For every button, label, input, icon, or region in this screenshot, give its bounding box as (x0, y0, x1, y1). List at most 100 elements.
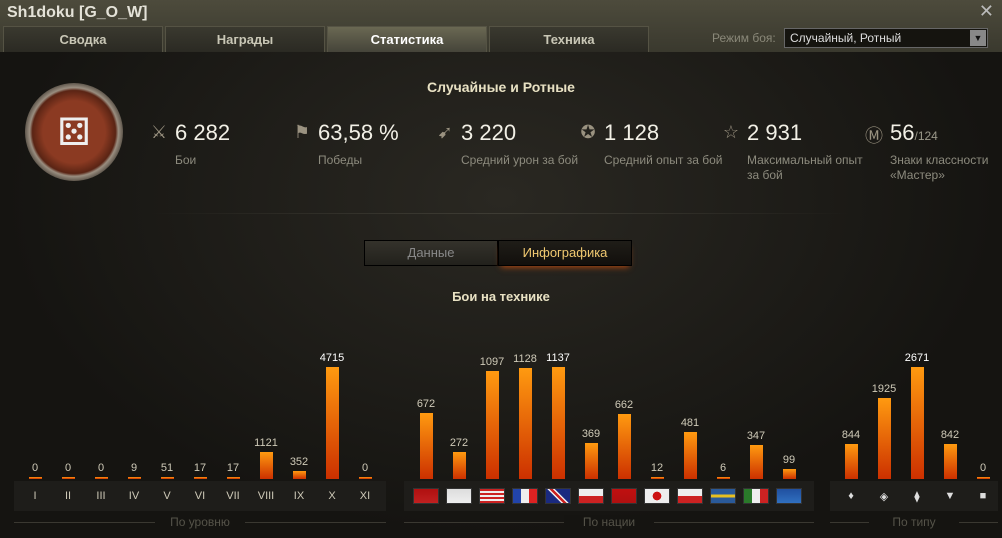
flag-icon-Польша (677, 488, 703, 504)
bar-Польша[interactable] (684, 432, 697, 479)
bar-III[interactable] (95, 477, 108, 479)
bar-СССР[interactable] (420, 413, 433, 479)
chart-title: Бои на технике (452, 289, 550, 304)
spg-icon: ■ (979, 490, 987, 502)
crossed-swords-icon: ⚔ (150, 122, 168, 142)
statistics-panel (0, 52, 1002, 538)
bar-Япония[interactable] (651, 477, 664, 479)
bar-heavy-tank-icon[interactable] (911, 367, 924, 479)
shell-icon: ➹ (437, 122, 453, 142)
stat-value: 63,58 % (318, 120, 399, 146)
data-label: 347 (746, 430, 766, 442)
data-label: 672 (416, 398, 436, 410)
group-label: По нации (564, 515, 654, 529)
data-label: 1128 (513, 353, 537, 365)
stat-label: Средний урон за бой (461, 153, 579, 167)
light-tank-icon: ♦ (848, 490, 854, 502)
infographic-view-button[interactable]: Инфографика (498, 240, 632, 266)
flag-icon-Швеция (710, 488, 736, 504)
tier-tick-label: X (328, 490, 336, 502)
dice-emblem-icon: ⚄ (25, 83, 123, 181)
bar-IX[interactable] (293, 471, 306, 479)
stat-label: Победы (318, 153, 363, 167)
data-label: 1097 (479, 356, 505, 368)
stat-number: 63,58 % (318, 120, 399, 145)
stat-suffix: /124 (914, 129, 938, 143)
bar-II[interactable] (62, 477, 75, 479)
flag-icon: ⚑ (293, 122, 311, 142)
bar-Чехословакия[interactable] (585, 443, 598, 479)
bar-VII[interactable] (227, 477, 240, 479)
battle-mode-value: Случайный, Ротный (790, 31, 902, 45)
tier-tick-label: II (64, 490, 72, 502)
tier-tick-label: VII (226, 490, 240, 502)
stat-number: 2 931 (747, 120, 803, 145)
flag-icon-США (479, 488, 505, 504)
bar-VIII[interactable] (260, 452, 273, 479)
stat-number: 1 128 (604, 120, 660, 145)
heavy-tank-icon: ⧫ (914, 491, 920, 503)
bar-V[interactable] (161, 477, 174, 479)
divider (150, 213, 850, 214)
bar-Китай[interactable] (618, 414, 631, 479)
bar-medium-tank-icon[interactable] (878, 398, 891, 479)
bar-VI[interactable] (194, 477, 207, 479)
data-label: 662 (614, 399, 634, 411)
bar-I[interactable] (29, 477, 42, 479)
flag-icon-Чехословакия (578, 488, 604, 504)
data-label: 12 (650, 462, 664, 474)
bar-spg-icon[interactable] (977, 477, 990, 479)
flag-icon-Япония (644, 488, 670, 504)
data-view-button[interactable]: Данные (364, 240, 498, 266)
tier-tick-label: I (33, 490, 37, 502)
flag-icon-Германия (446, 488, 472, 504)
battle-mode-select[interactable]: Случайный, Ротный ▼ (784, 28, 988, 48)
data-label: 1137 (546, 352, 570, 364)
data-label: 17 (193, 462, 207, 474)
data-label: 99 (782, 454, 796, 466)
battle-mode-label: Режим боя: (712, 31, 776, 45)
tab-awards[interactable]: Награды (165, 26, 325, 52)
tab-statistics[interactable]: Статистика (327, 26, 487, 52)
bar-tank-destroyer-icon[interactable] (944, 444, 957, 479)
data-label: 1121 (254, 437, 278, 449)
chevron-down-icon[interactable]: ▼ (970, 30, 986, 46)
group-label: По уровню (155, 515, 245, 529)
bar-Великобритания[interactable] (552, 367, 565, 479)
tier-axis-strip (14, 481, 386, 511)
tier-tick-label: IX (293, 490, 305, 502)
bar-США[interactable] (486, 371, 499, 479)
tier-tick-label: XI (359, 490, 371, 502)
stat-label: Средний опыт за бой (604, 153, 723, 167)
tank-destroyer-icon: ▼ (944, 490, 956, 502)
data-label: 0 (979, 462, 987, 474)
data-label: 51 (160, 462, 174, 474)
bar-Сборная[interactable] (783, 469, 796, 479)
bar-IV[interactable] (128, 477, 141, 479)
tier-tick-label: IV (128, 490, 140, 502)
data-label: 352 (289, 456, 309, 468)
mastery-badge-icon: Ⓜ (865, 126, 883, 146)
data-label: 1925 (871, 383, 897, 395)
tab-vehicles[interactable]: Техника (489, 26, 649, 52)
star-icon: ✪ (580, 122, 596, 142)
bar-XI[interactable] (359, 477, 372, 479)
bar-Франция[interactable] (519, 368, 532, 479)
tab-summary[interactable]: Сводка (3, 26, 163, 52)
bar-Германия[interactable] (453, 452, 466, 479)
bar-Италия[interactable] (750, 445, 763, 479)
flag-icon-СССР (413, 488, 439, 504)
stat-label: Знаки классности «Мастер» (890, 153, 989, 182)
stat-value: 3 220 (461, 120, 516, 146)
tier-tick-label: V (163, 490, 171, 502)
data-label: 17 (226, 462, 240, 474)
bar-Швеция[interactable] (717, 477, 730, 479)
data-label: 0 (97, 462, 105, 474)
bar-X[interactable] (326, 367, 339, 479)
window-title: Sh1doku [G_O_W] (7, 4, 148, 21)
bar-light-tank-icon[interactable] (845, 444, 858, 479)
stat-value: 6 282 (175, 120, 230, 146)
data-label: 844 (841, 429, 861, 441)
close-icon[interactable]: ✕ (978, 1, 994, 21)
data-label: 842 (940, 429, 960, 441)
